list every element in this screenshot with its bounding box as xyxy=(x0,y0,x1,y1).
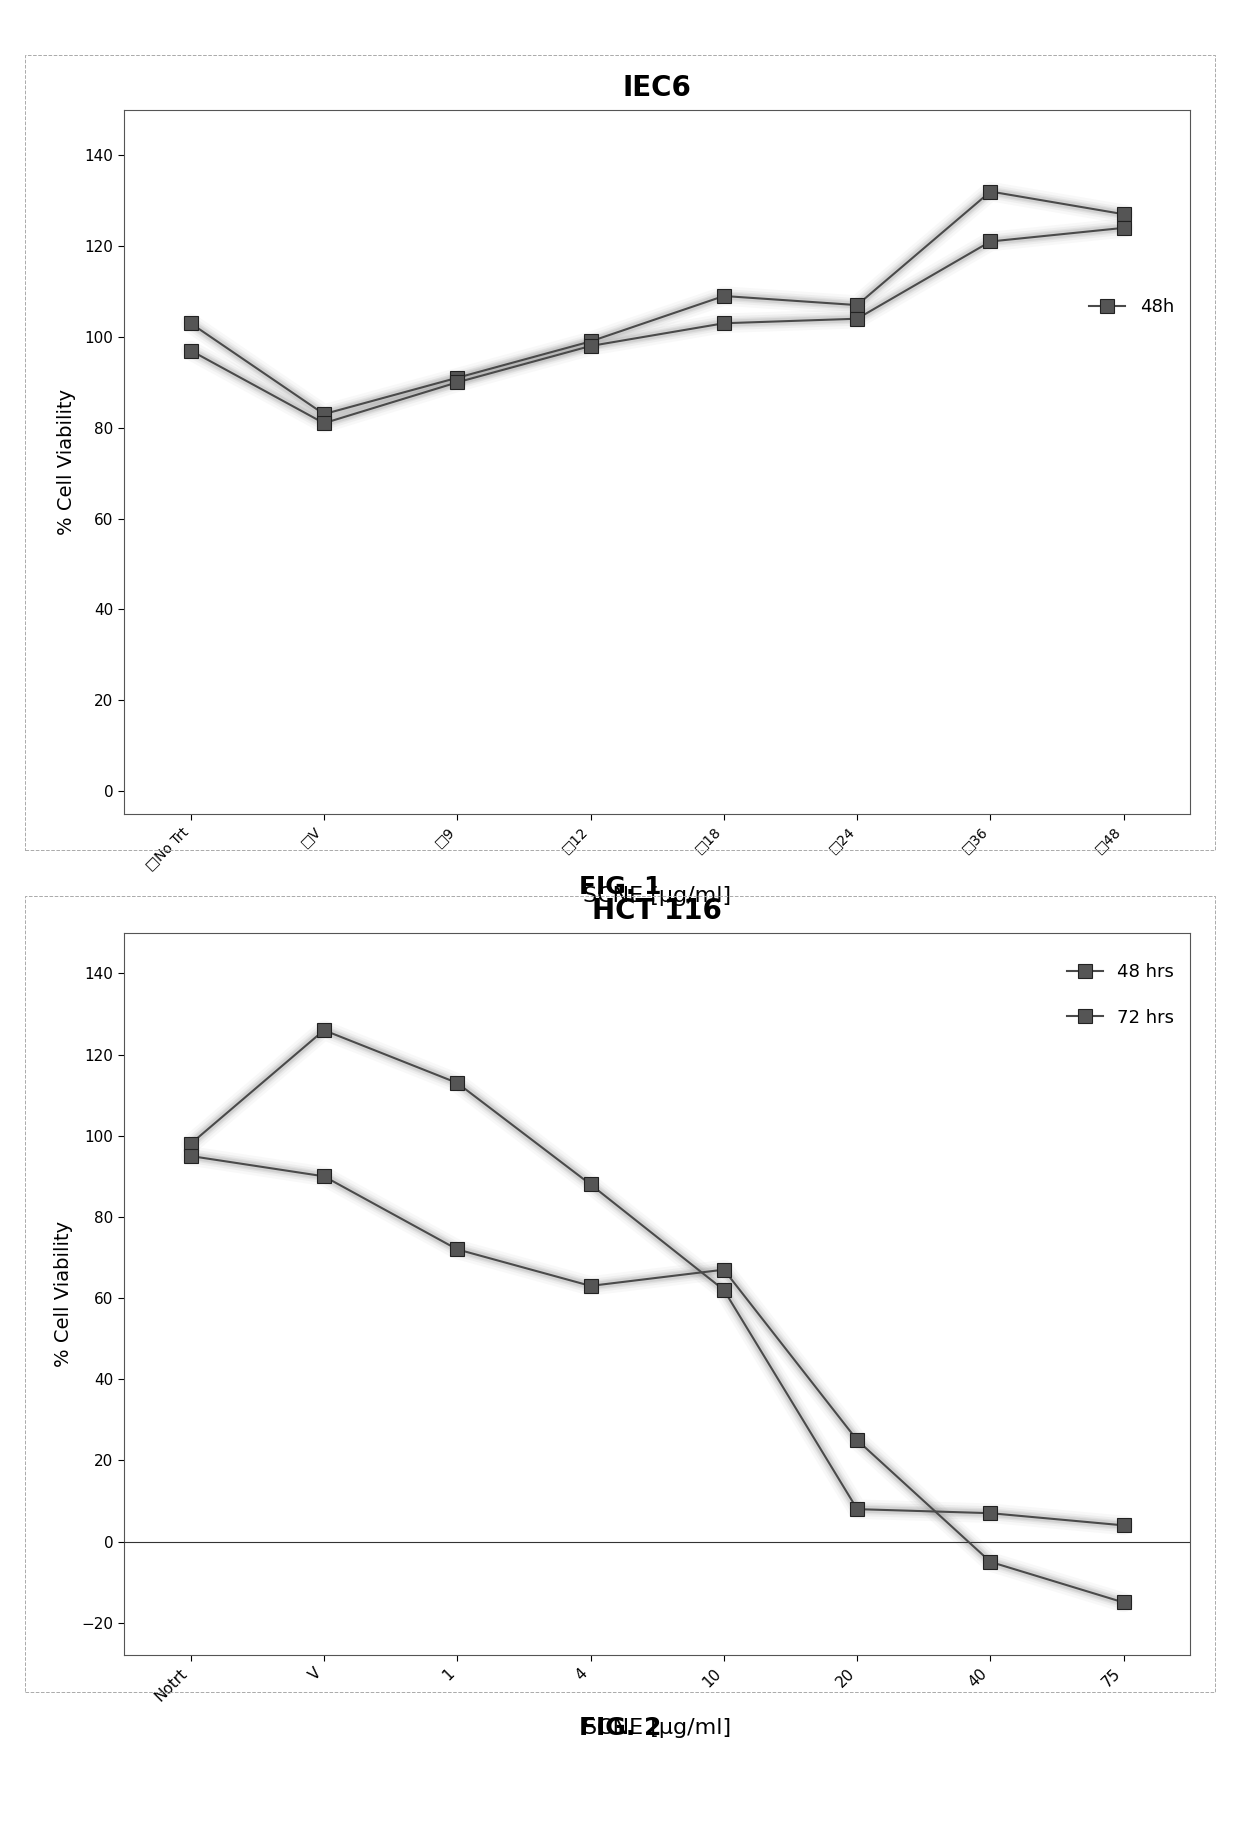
Title: HCT 116: HCT 116 xyxy=(593,896,722,925)
Y-axis label: % Cell Viability: % Cell Viability xyxy=(55,1222,73,1366)
X-axis label: SCNE [μg/ml]: SCNE [μg/ml] xyxy=(583,1717,732,1738)
48 hrs xyxy=(717,1278,732,1300)
48 hrs xyxy=(849,1498,864,1520)
X-axis label: SCNE [μg/ml]: SCNE [μg/ml] xyxy=(583,887,732,907)
48h xyxy=(450,371,465,393)
48 hrs xyxy=(450,1072,465,1094)
72 hrs xyxy=(983,1551,998,1573)
48h xyxy=(849,307,864,329)
48h xyxy=(983,230,998,252)
48 hrs xyxy=(316,1019,331,1041)
48h xyxy=(583,335,598,357)
72 hrs xyxy=(450,1238,465,1260)
48h xyxy=(717,313,732,335)
72 hrs xyxy=(717,1258,732,1280)
72 hrs xyxy=(184,1145,198,1167)
72 hrs xyxy=(849,1428,864,1450)
48 hrs xyxy=(983,1502,998,1524)
Title: IEC6: IEC6 xyxy=(622,73,692,102)
72 hrs xyxy=(316,1165,331,1187)
Text: FIG. 1: FIG. 1 xyxy=(579,874,661,900)
48 hrs xyxy=(1116,1514,1131,1536)
72 hrs xyxy=(583,1275,598,1297)
Line: 48 hrs: 48 hrs xyxy=(184,1022,1131,1533)
Legend: 48 hrs, 72 hrs: 48 hrs, 72 hrs xyxy=(1059,957,1182,1033)
48 hrs xyxy=(583,1174,598,1196)
48h xyxy=(316,412,331,433)
Line: 48h: 48h xyxy=(184,221,1131,430)
Line: 72 hrs: 72 hrs xyxy=(184,1149,1131,1610)
Text: FIG. 2: FIG. 2 xyxy=(579,1716,661,1741)
Y-axis label: % Cell Viability: % Cell Viability xyxy=(57,390,77,534)
72 hrs xyxy=(1116,1591,1131,1613)
Legend: 48h: 48h xyxy=(1083,291,1182,324)
48h xyxy=(1116,218,1131,240)
48h xyxy=(184,340,198,362)
48 hrs xyxy=(184,1132,198,1154)
